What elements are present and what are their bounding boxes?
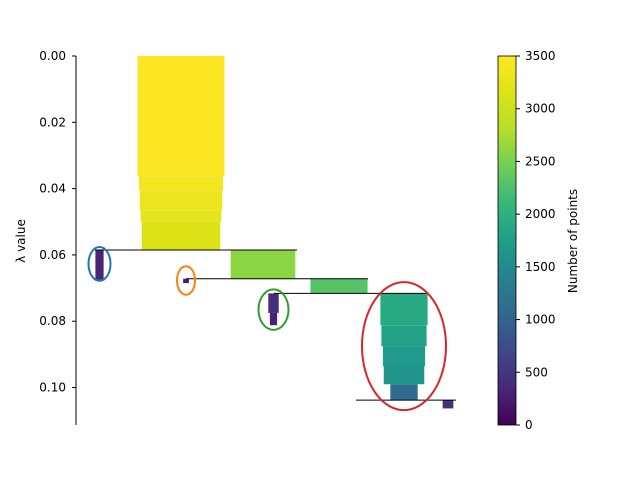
y-tick-label-1: 0.02	[39, 115, 66, 129]
y-tick-label-2: 0.04	[39, 182, 66, 196]
branch-internal-b-segment-0	[310, 278, 368, 294]
y-axis-label: λ value	[14, 219, 28, 263]
branch-selected-1-segment-0	[95, 249, 104, 280]
tree-layer	[95, 56, 454, 409]
colorbar-gradient	[497, 55, 517, 426]
colorbar-tick-label-5: 2500	[525, 154, 556, 168]
branch-selected-3-segment-1	[269, 312, 278, 326]
branch-leaf-small-segment-0	[442, 400, 454, 409]
cluster-3-marker	[257, 288, 290, 331]
branch-root-segment-4	[141, 221, 221, 250]
branch-root-segment-3	[140, 210, 222, 222]
branch-selected-4-segment-2	[382, 346, 426, 366]
branch-selected-4-segment-1	[381, 325, 427, 347]
colorbar-tick-label-3: 1500	[525, 260, 556, 274]
branch-selected-4-segment-0	[380, 293, 428, 326]
cluster-1-marker	[87, 245, 112, 282]
y-axis: 0.00 0.02 0.04 0.06 0.08 0.10 λ value	[14, 49, 77, 425]
colorbar-tick-label-1: 500	[525, 365, 548, 379]
branch-root-segment-0	[137, 56, 225, 177]
branch-internal-a-segment-0	[230, 249, 296, 279]
colorbar-tick-label-0: 0	[525, 418, 533, 432]
cluster-2-marker	[176, 265, 196, 296]
y-tick-label-3: 0.06	[39, 248, 66, 262]
branch-root-segment-1	[138, 176, 224, 191]
y-tick-label-0: 0.00	[39, 49, 66, 63]
y-tick-label-5: 0.10	[39, 381, 66, 395]
split-lines	[95, 249, 456, 401]
branch-selected-4-segment-4	[390, 384, 418, 401]
cluster-4-marker	[361, 281, 447, 412]
colorbar: 0 500 1000 1500 2000 2500 3000 3500 Number of p…	[497, 49, 580, 432]
branch-selected-2-segment-0	[183, 278, 189, 284]
branch-selected-4-segment-3	[383, 365, 425, 385]
y-tick-label-4: 0.08	[39, 314, 66, 328]
colorbar-tick-label-4: 2000	[525, 207, 556, 221]
colorbar-tick-label-6: 3000	[525, 102, 556, 116]
colorbar-tick-label-7: 3500	[525, 49, 556, 63]
colorbar-tick-label-2: 1000	[525, 313, 556, 327]
selected-cluster-markers	[87, 245, 447, 412]
colorbar-label: Number of points	[566, 189, 580, 293]
branch-selected-3-segment-0	[268, 293, 279, 313]
branch-root-segment-2	[139, 190, 223, 211]
